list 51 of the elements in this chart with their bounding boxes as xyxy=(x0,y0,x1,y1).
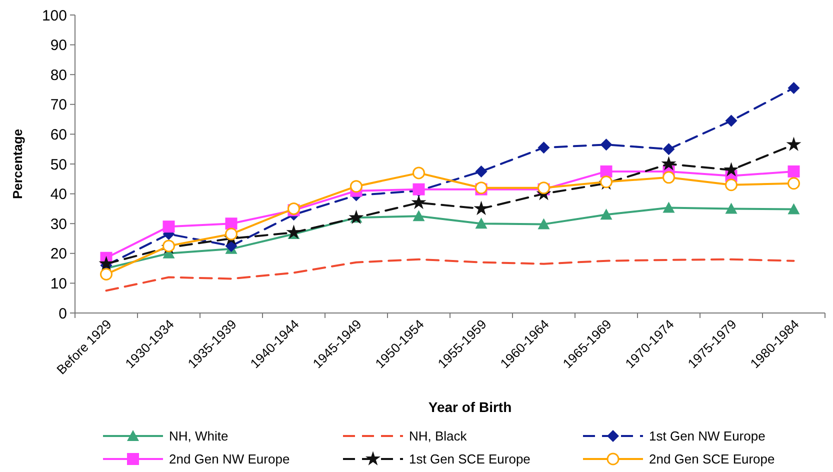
point xyxy=(662,202,675,213)
point xyxy=(724,162,739,176)
legend-label: NH, White xyxy=(169,428,228,444)
point xyxy=(788,203,800,214)
x-axis-title: Year of Birth xyxy=(428,399,512,415)
point xyxy=(725,202,738,214)
legend-label: NH, Black xyxy=(409,428,468,444)
point xyxy=(225,218,238,230)
line-series xyxy=(105,258,795,292)
point xyxy=(662,143,675,156)
point xyxy=(661,156,676,170)
point xyxy=(600,165,612,178)
point xyxy=(662,171,675,184)
y-tick-label: 100 xyxy=(42,7,67,24)
y-tick-label: 10 xyxy=(50,275,67,292)
y-tick-label: 20 xyxy=(50,246,67,263)
point xyxy=(475,165,488,178)
y-tick-label: 90 xyxy=(50,37,67,54)
point xyxy=(788,165,800,178)
y-tick-label: 0 xyxy=(58,305,67,322)
point xyxy=(600,138,612,151)
y-tick-label: 40 xyxy=(50,186,67,204)
point xyxy=(788,177,800,190)
point xyxy=(225,228,238,240)
point xyxy=(412,210,425,222)
legend-label: 1st Gen SCE Europe xyxy=(409,452,530,467)
point xyxy=(100,268,112,281)
legend-label: 2nd Gen SCE Europe xyxy=(649,452,775,467)
point xyxy=(411,194,426,210)
point xyxy=(788,82,800,94)
point xyxy=(98,256,114,270)
y-tick-label: 60 xyxy=(50,126,67,144)
point xyxy=(538,218,550,230)
y-tick-label: 50 xyxy=(50,156,67,174)
point xyxy=(474,200,489,216)
point xyxy=(475,218,488,229)
point xyxy=(412,166,425,180)
legend-label: 1st Gen NW Europe xyxy=(649,428,766,444)
point xyxy=(786,136,802,152)
point xyxy=(286,224,302,239)
point xyxy=(350,180,362,193)
y-tick-label: 70 xyxy=(50,96,67,114)
point xyxy=(600,208,612,220)
y-tick-label: 80 xyxy=(50,66,67,84)
point xyxy=(538,142,550,154)
y-axis-title: Percentage xyxy=(10,128,25,200)
point xyxy=(725,178,738,192)
point xyxy=(725,114,738,127)
legend-label: 2nd Gen NW Europe xyxy=(169,452,290,467)
y-tick-label: 30 xyxy=(50,216,67,233)
point xyxy=(162,220,175,233)
